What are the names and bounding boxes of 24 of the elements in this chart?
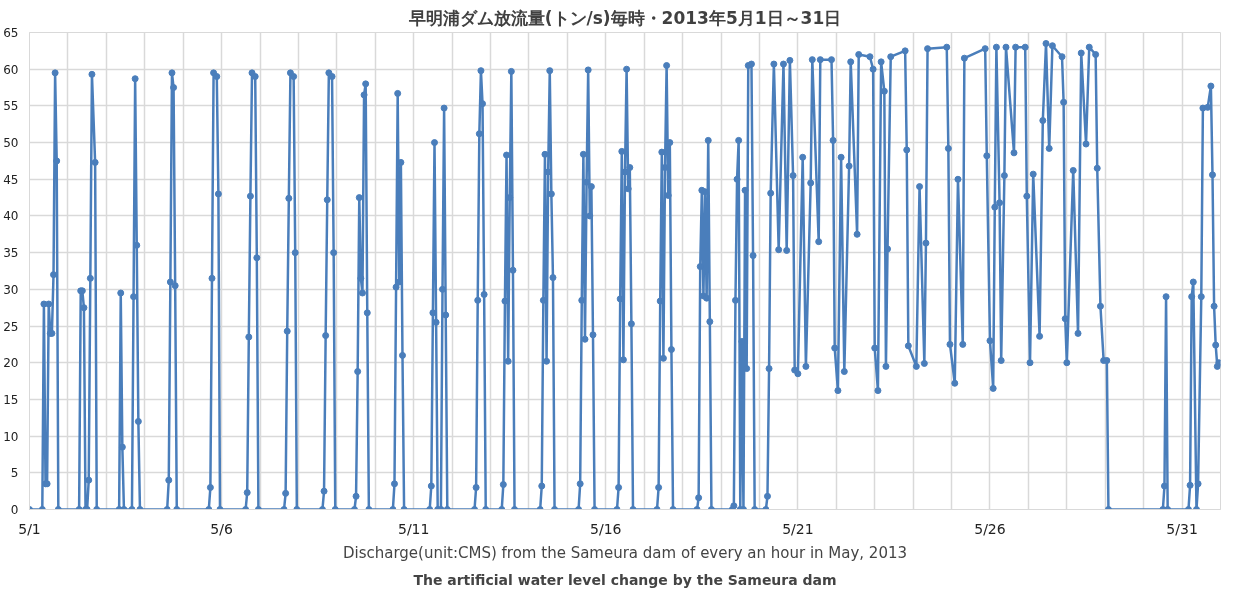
y-tick-label: 0 bbox=[10, 503, 19, 517]
y-tick-label: 10 bbox=[3, 429, 19, 444]
chart-title: 早明浦ダム放流量(トン/s)毎時・2013年5月1日～31日 bbox=[407, 7, 842, 28]
y-tick-label: 40 bbox=[3, 209, 19, 224]
y-tick-label: 35 bbox=[3, 246, 19, 261]
y-tick-label: 15 bbox=[3, 392, 19, 407]
x-tick-label: 5/16 bbox=[590, 520, 622, 537]
y-tick-label: 20 bbox=[3, 356, 19, 371]
text: The artificial water level change by the Sameura dam bbox=[413, 571, 837, 588]
x-tick-label: 5/6 bbox=[210, 520, 233, 537]
y-tick-label: 50 bbox=[3, 136, 19, 151]
x-tick-label: 5/31 bbox=[1166, 520, 1198, 537]
y-tick-label: 55 bbox=[3, 99, 19, 114]
x-tick-label: 5/1 bbox=[18, 520, 41, 537]
y-tick-label: 5 bbox=[10, 466, 19, 481]
y-tick-label: 30 bbox=[3, 282, 19, 297]
x-tick-label: 5/21 bbox=[782, 520, 814, 537]
y-tick-label: 65 bbox=[3, 26, 19, 40]
x-tick-label: 5/11 bbox=[397, 520, 430, 537]
y-tick-label: 25 bbox=[3, 319, 19, 334]
y-tick-label: 45 bbox=[3, 172, 19, 187]
y-tick-label: 60 bbox=[3, 62, 19, 77]
x-tick-label: 5/26 bbox=[974, 520, 1006, 537]
x-axis-title: Discharge(unit:CMS) from the Sameura dam of every an hour in May, 2013 bbox=[342, 543, 908, 562]
